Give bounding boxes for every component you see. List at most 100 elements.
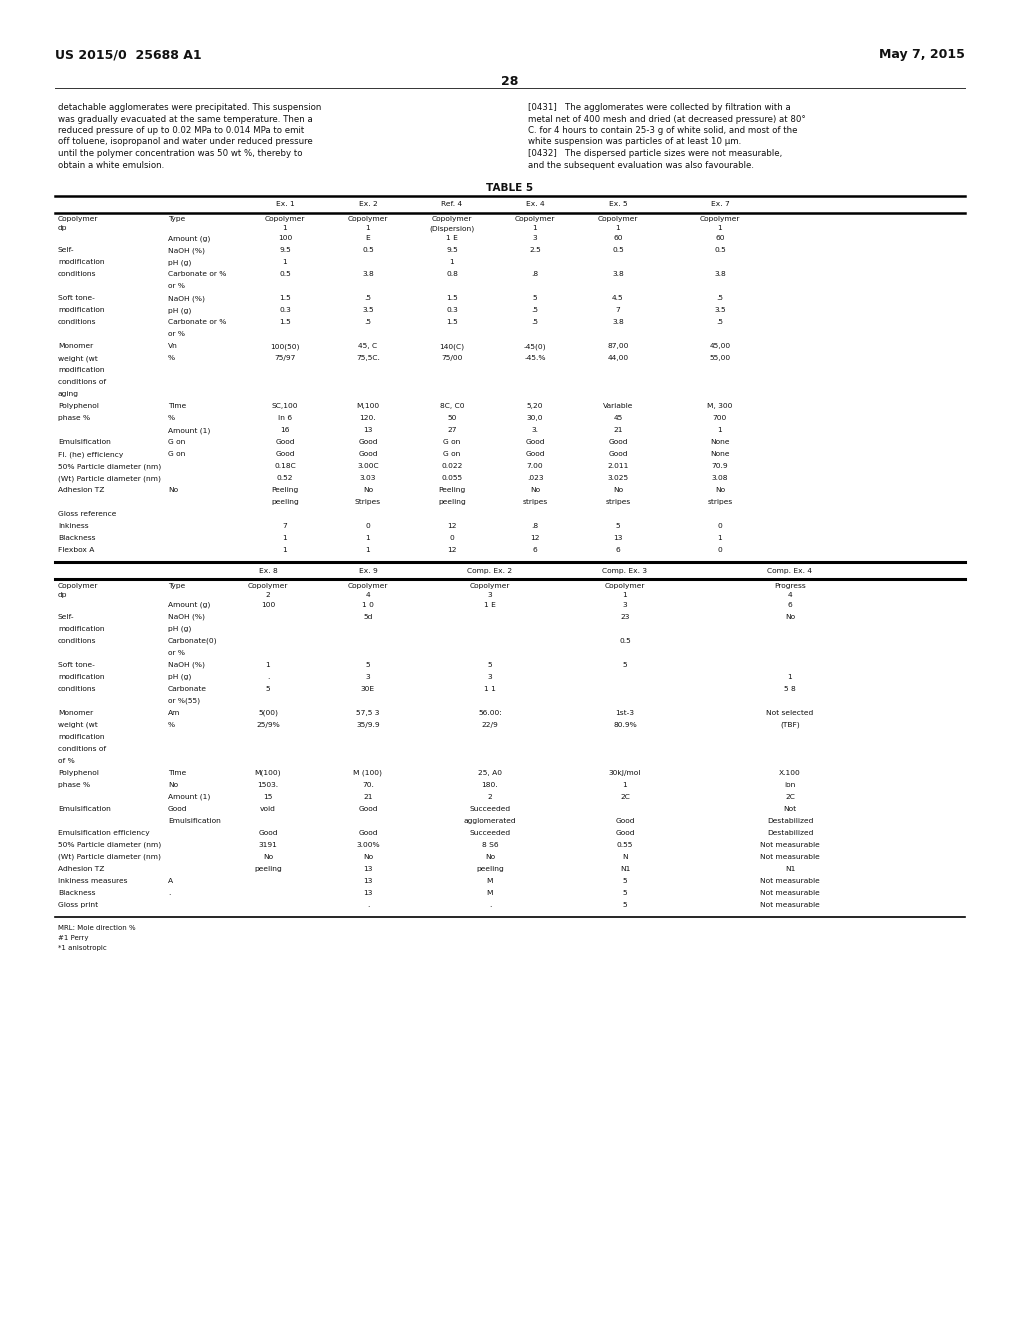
Text: aging: aging	[58, 391, 78, 397]
Text: 1: 1	[787, 675, 792, 680]
Text: Not measurable: Not measurable	[759, 854, 819, 861]
Text: 3.8: 3.8	[362, 271, 374, 277]
Text: 50% Particle diameter (nm): 50% Particle diameter (nm)	[58, 842, 161, 849]
Text: peeling: peeling	[438, 499, 466, 506]
Text: MRL: Mole direction %: MRL: Mole direction %	[58, 925, 136, 931]
Text: reduced pressure of up to 0.02 MPa to 0.014 MPa to emit: reduced pressure of up to 0.02 MPa to 0.…	[58, 125, 304, 135]
Text: No: No	[363, 487, 373, 492]
Text: Carbonate or %: Carbonate or %	[168, 271, 226, 277]
Text: 1.5: 1.5	[445, 319, 458, 325]
Text: 700: 700	[712, 414, 727, 421]
Text: %: %	[168, 414, 175, 421]
Text: detachable agglomerates were precipitated. This suspension: detachable agglomerates were precipitate…	[58, 103, 321, 112]
Text: 100: 100	[261, 602, 275, 609]
Text: 120.: 120.	[360, 414, 376, 421]
Text: 5d: 5d	[363, 614, 372, 620]
Text: (Wt) Particle diameter (nm): (Wt) Particle diameter (nm)	[58, 475, 161, 482]
Text: 1503.: 1503.	[257, 781, 278, 788]
Text: 1: 1	[365, 546, 370, 553]
Text: Good: Good	[358, 830, 377, 836]
Text: X.100: X.100	[779, 770, 800, 776]
Text: 1: 1	[449, 259, 453, 265]
Text: 5: 5	[615, 523, 620, 529]
Text: 1: 1	[532, 224, 537, 231]
Text: weight (wt: weight (wt	[58, 722, 98, 729]
Text: 3: 3	[366, 675, 370, 680]
Text: 1: 1	[717, 224, 721, 231]
Text: 3.5: 3.5	[713, 308, 726, 313]
Text: pH (g): pH (g)	[168, 259, 192, 265]
Text: Vn: Vn	[168, 343, 177, 348]
Text: conditions: conditions	[58, 271, 97, 277]
Text: 12: 12	[530, 535, 539, 541]
Text: 100: 100	[277, 235, 291, 242]
Text: Progress: Progress	[773, 583, 805, 589]
Text: 6: 6	[787, 602, 792, 609]
Text: M (100): M (100)	[354, 770, 382, 776]
Text: 0.5: 0.5	[279, 271, 290, 277]
Text: Good: Good	[525, 451, 544, 457]
Text: metal net of 400 mesh and dried (at decreased pressure) at 80°: metal net of 400 mesh and dried (at decr…	[528, 115, 805, 124]
Text: 6: 6	[615, 546, 620, 553]
Text: 70.: 70.	[362, 781, 374, 788]
Text: G on: G on	[443, 451, 461, 457]
Text: NaOH (%): NaOH (%)	[168, 294, 205, 301]
Text: peeling: peeling	[271, 499, 299, 506]
Text: 3: 3	[622, 602, 627, 609]
Text: 1: 1	[365, 535, 370, 541]
Text: No: No	[714, 487, 725, 492]
Text: #1 Perry: #1 Perry	[58, 935, 89, 941]
Text: stripes: stripes	[605, 499, 630, 506]
Text: Copolymer: Copolymer	[470, 583, 510, 589]
Text: 22/9: 22/9	[481, 722, 498, 729]
Text: 0.5: 0.5	[713, 247, 726, 253]
Text: 0.055: 0.055	[441, 475, 462, 480]
Text: 25, A0: 25, A0	[478, 770, 501, 776]
Text: Emulsification: Emulsification	[58, 807, 111, 812]
Text: 5(00): 5(00)	[258, 710, 278, 717]
Text: Blackness: Blackness	[58, 890, 96, 896]
Text: 1: 1	[282, 546, 287, 553]
Text: Destabilized: Destabilized	[766, 830, 812, 836]
Text: Peeling: Peeling	[438, 487, 465, 492]
Text: 12: 12	[446, 546, 457, 553]
Text: 2C: 2C	[785, 795, 794, 800]
Text: obtain a white emulsion.: obtain a white emulsion.	[58, 161, 164, 169]
Text: 30,0: 30,0	[526, 414, 543, 421]
Text: or %: or %	[168, 282, 184, 289]
Text: C. for 4 hours to contain 25-3 g of white solid, and most of the: C. for 4 hours to contain 25-3 g of whit…	[528, 125, 797, 135]
Text: 2.011: 2.011	[606, 463, 628, 469]
Text: peeling: peeling	[476, 866, 503, 873]
Text: Amount (g): Amount (g)	[168, 602, 210, 609]
Text: 0.3: 0.3	[445, 308, 458, 313]
Text: 2C: 2C	[620, 795, 630, 800]
Text: 0.5: 0.5	[611, 247, 624, 253]
Text: Copolymer: Copolymer	[347, 583, 388, 589]
Text: .: .	[168, 890, 170, 896]
Text: 1 E: 1 E	[445, 235, 458, 242]
Text: conditions of: conditions of	[58, 746, 106, 752]
Text: .: .	[267, 675, 269, 680]
Text: conditions of: conditions of	[58, 379, 106, 385]
Text: dp: dp	[58, 224, 67, 231]
Text: or %: or %	[168, 649, 184, 656]
Text: TABLE 5: TABLE 5	[486, 183, 533, 193]
Text: N1: N1	[784, 866, 795, 873]
Text: Good: Good	[607, 440, 627, 445]
Text: Copolymer: Copolymer	[515, 216, 554, 222]
Text: Ex. 9: Ex. 9	[359, 568, 377, 574]
Text: 5: 5	[532, 294, 537, 301]
Text: In 6: In 6	[277, 414, 291, 421]
Text: Copolymer: Copolymer	[699, 216, 740, 222]
Text: Good: Good	[358, 451, 377, 457]
Text: 2: 2	[487, 795, 492, 800]
Text: May 7, 2015: May 7, 2015	[878, 48, 964, 61]
Text: modification: modification	[58, 259, 105, 265]
Text: .8: .8	[531, 271, 538, 277]
Text: ion: ion	[784, 781, 795, 788]
Text: or %: or %	[168, 331, 184, 337]
Text: 15: 15	[263, 795, 272, 800]
Text: FI. (he) efficiency: FI. (he) efficiency	[58, 451, 123, 458]
Text: 0.3: 0.3	[279, 308, 290, 313]
Text: 21: 21	[363, 795, 372, 800]
